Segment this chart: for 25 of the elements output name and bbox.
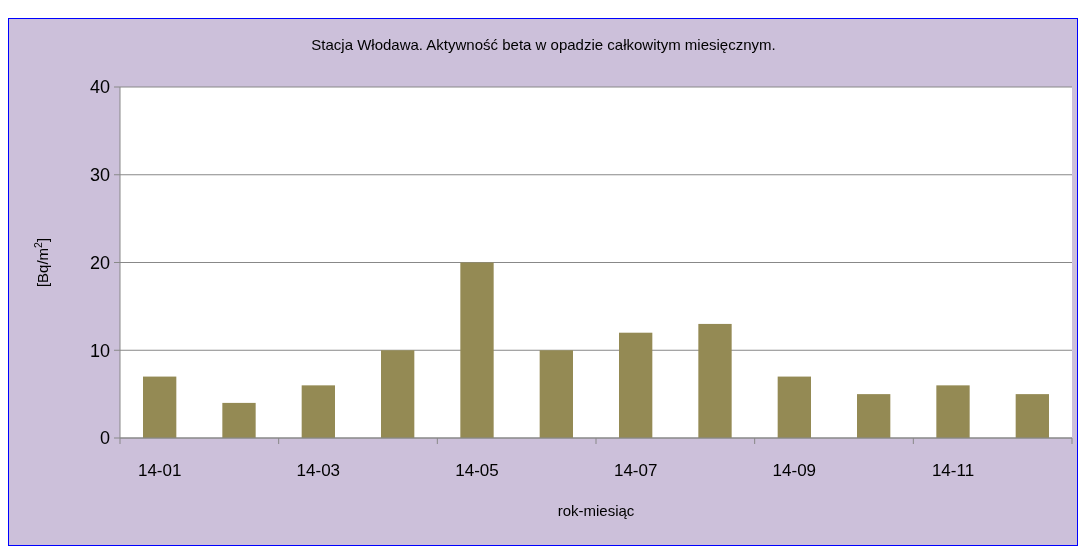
x-tick-label: 14-05 <box>455 461 499 480</box>
y-tick-label: 30 <box>89 165 110 186</box>
bar <box>936 385 970 438</box>
x-tick-label: 14-09 <box>772 461 817 480</box>
y-tick-label: 40 <box>89 77 110 98</box>
x-tick-label: 14-03 <box>296 461 341 480</box>
bar <box>1015 394 1049 438</box>
bar <box>301 385 335 438</box>
bar <box>777 376 811 438</box>
bar <box>460 262 494 438</box>
bar <box>222 402 256 438</box>
bar <box>698 323 732 438</box>
y-tick-label: 10 <box>89 340 110 361</box>
bar <box>143 376 177 438</box>
x-tick-label: 14-01 <box>137 461 182 480</box>
bar <box>539 350 573 438</box>
x-axis-title: rok-miesiąc <box>557 502 635 519</box>
bar <box>857 394 891 438</box>
chart-title: Stacja Włodawa. Aktywność beta w opadzie całkowitym miesięcznym. <box>311 36 776 53</box>
y-tick-label: 0 <box>99 428 110 449</box>
bar <box>619 332 653 438</box>
y-tick-label: 20 <box>89 252 110 273</box>
x-tick-label: 14-07 <box>613 461 658 480</box>
bar <box>381 350 415 438</box>
x-tick-label: 14-11 <box>931 461 975 480</box>
